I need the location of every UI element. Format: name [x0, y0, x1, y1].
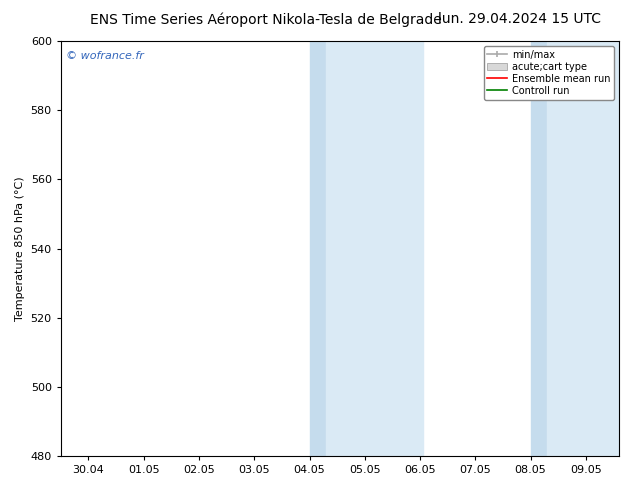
Bar: [309, 41, 326, 456]
Text: lun. 29.04.2024 15 UTC: lun. 29.04.2024 15 UTC: [438, 12, 602, 26]
Legend: min/max, acute;cart type, Ensemble mean run, Controll run: min/max, acute;cart type, Ensemble mean …: [484, 46, 614, 99]
Y-axis label: Temperature 850 hPa (°C): Temperature 850 hPa (°C): [15, 176, 25, 321]
Text: © wofrance.fr: © wofrance.fr: [67, 51, 145, 61]
Bar: [547, 41, 622, 456]
Bar: [531, 41, 547, 456]
Text: ENS Time Series Aéroport Nikola-Tesla de Belgrade: ENS Time Series Aéroport Nikola-Tesla de…: [91, 12, 442, 27]
Bar: [326, 41, 423, 456]
